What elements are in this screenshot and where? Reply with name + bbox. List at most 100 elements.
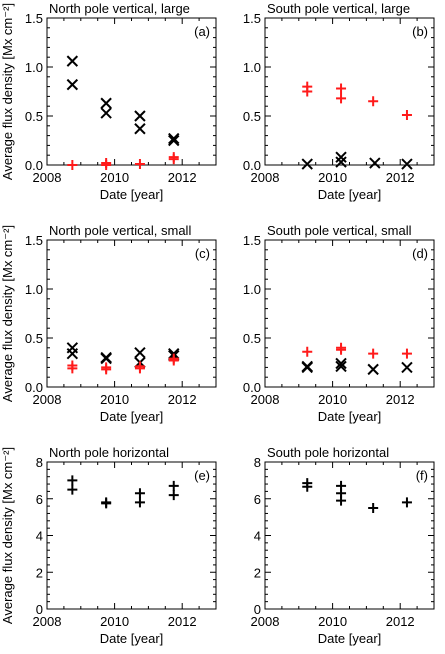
y-tick-label: 6 (254, 492, 261, 507)
y-tick-label: 1.0 (243, 60, 261, 75)
panel-letter: (e) (194, 468, 210, 483)
data-point-plus (302, 481, 313, 492)
panel-c: 2008 2010 2012 0.0 0.5 1.0 1.5 Date [year] Avera… (0, 223, 217, 424)
data-point-plus (168, 154, 179, 165)
data-point-x (134, 110, 146, 122)
data-point-plus (134, 363, 145, 374)
data-point-plus (336, 344, 347, 355)
y-tick-label: 6 (36, 492, 43, 507)
x-tick-label: 2008 (33, 614, 62, 629)
x-axis-label: Date [year] (318, 187, 382, 202)
y-tick-label: 0.5 (25, 331, 43, 346)
x-axis-label: Date [year] (100, 187, 164, 202)
data-point-plus (134, 159, 145, 170)
data-point-x (134, 123, 146, 135)
data-point-plus (368, 348, 379, 359)
y-tick-label: 0 (254, 602, 261, 617)
x-tick-label: 2012 (386, 392, 415, 407)
y-tick-label: 2 (254, 565, 261, 580)
x-tick-label: 2008 (33, 392, 62, 407)
x-tick-label: 2012 (168, 170, 197, 185)
data-point-x (66, 55, 79, 67)
x-tick-label: 2010 (318, 614, 347, 629)
panel-f: 2008 2010 2012 0 2 4 6 8 Date [year] South pole h… (251, 445, 435, 646)
plot-frame (264, 17, 435, 166)
y-tick-label: 1.5 (243, 233, 261, 248)
plot-frame (46, 17, 217, 166)
panel-e: 2008 2010 2012 0 2 4 6 8 Date [year] Average flux… (0, 445, 217, 646)
panel-title: South pole horizontal (267, 445, 389, 460)
panel-b: 2008 2010 2012 0.0 0.5 1.0 1.5 Date [year] South… (243, 1, 435, 202)
data-point-x (168, 132, 180, 145)
data-point-plus (368, 96, 379, 107)
data-point-x (367, 363, 379, 376)
y-tick-label: 4 (36, 529, 43, 544)
panel-title: South pole vertical, large (267, 1, 410, 16)
x-tick-label: 2008 (251, 392, 280, 407)
data-point-x (369, 157, 381, 169)
y-tick-label: 0.0 (243, 158, 261, 173)
data-point-x (66, 347, 79, 360)
data-point-x (100, 352, 112, 365)
x-axis-label: Date [year] (318, 631, 382, 646)
panel-title: South pole vertical, small (267, 223, 412, 238)
data-point-plus (134, 497, 145, 508)
y-tick-label: 0.0 (25, 158, 43, 173)
x-tick-label: 2008 (33, 170, 62, 185)
x-tick-label: 2010 (100, 170, 129, 185)
data-point-plus (168, 480, 179, 491)
data-point-x (335, 151, 347, 163)
x-tick-label: 2008 (251, 170, 280, 185)
y-tick-label: 8 (36, 455, 43, 470)
y-tick-label: 1.5 (25, 11, 43, 26)
y-tick-label: 0.5 (243, 331, 261, 346)
panel-title: North pole horizontal (49, 445, 169, 460)
data-point-x (100, 107, 112, 119)
data-point-plus (368, 502, 379, 513)
panel-letter: (d) (412, 246, 428, 261)
panel-title: North pole vertical, small (49, 223, 191, 238)
data-point-plus (101, 498, 112, 509)
data-point-plus (101, 160, 112, 170)
y-tick-label: 0 (36, 602, 43, 617)
y-tick-label: 1.0 (243, 282, 261, 297)
x-tick-label: 2012 (386, 170, 415, 185)
y-tick-label: 4 (254, 529, 261, 544)
x-axis-label: Date [year] (100, 409, 164, 424)
x-tick-label: 2010 (100, 614, 129, 629)
data-point-plus (336, 93, 347, 104)
data-point-x (66, 78, 79, 91)
data-point-x (168, 134, 180, 147)
data-point-plus (401, 110, 412, 121)
data-point-x (100, 97, 112, 109)
panel-title: North pole vertical, large (49, 1, 190, 16)
x-tick-label: 2010 (100, 392, 129, 407)
y-tick-label: 1.0 (25, 282, 43, 297)
data-point-plus (336, 83, 347, 94)
panel-letter: (b) (412, 24, 428, 39)
y-tick-label: 2 (36, 565, 43, 580)
x-tick-label: 2012 (386, 614, 415, 629)
panel-letter: (a) (194, 24, 210, 39)
y-tick-label: 0.5 (25, 109, 43, 124)
x-axis-label: Date [year] (100, 631, 164, 646)
x-axis-label: Date [year] (318, 409, 382, 424)
y-tick-label: 8 (254, 455, 261, 470)
data-point-plus (401, 497, 412, 508)
x-tick-label: 2010 (318, 392, 347, 407)
data-point-plus (302, 86, 313, 97)
panel-letter: (f) (416, 468, 428, 483)
data-point-plus (67, 475, 78, 486)
y-tick-label: 0.0 (243, 380, 261, 395)
data-point-plus (401, 348, 412, 359)
y-tick-label: 0.0 (25, 380, 43, 395)
data-point-x (401, 361, 413, 374)
y-tick-label: 1.5 (243, 11, 261, 26)
data-point-x (401, 158, 413, 170)
x-tick-label: 2012 (168, 614, 197, 629)
panel-d: 2008 2010 2012 0.0 0.5 1.0 1.5 Date [year] South… (243, 223, 435, 424)
y-axis-label: Average flux density [Mx cm⁻²] (0, 3, 15, 180)
data-point-plus (302, 346, 313, 357)
data-point-x (134, 346, 146, 359)
